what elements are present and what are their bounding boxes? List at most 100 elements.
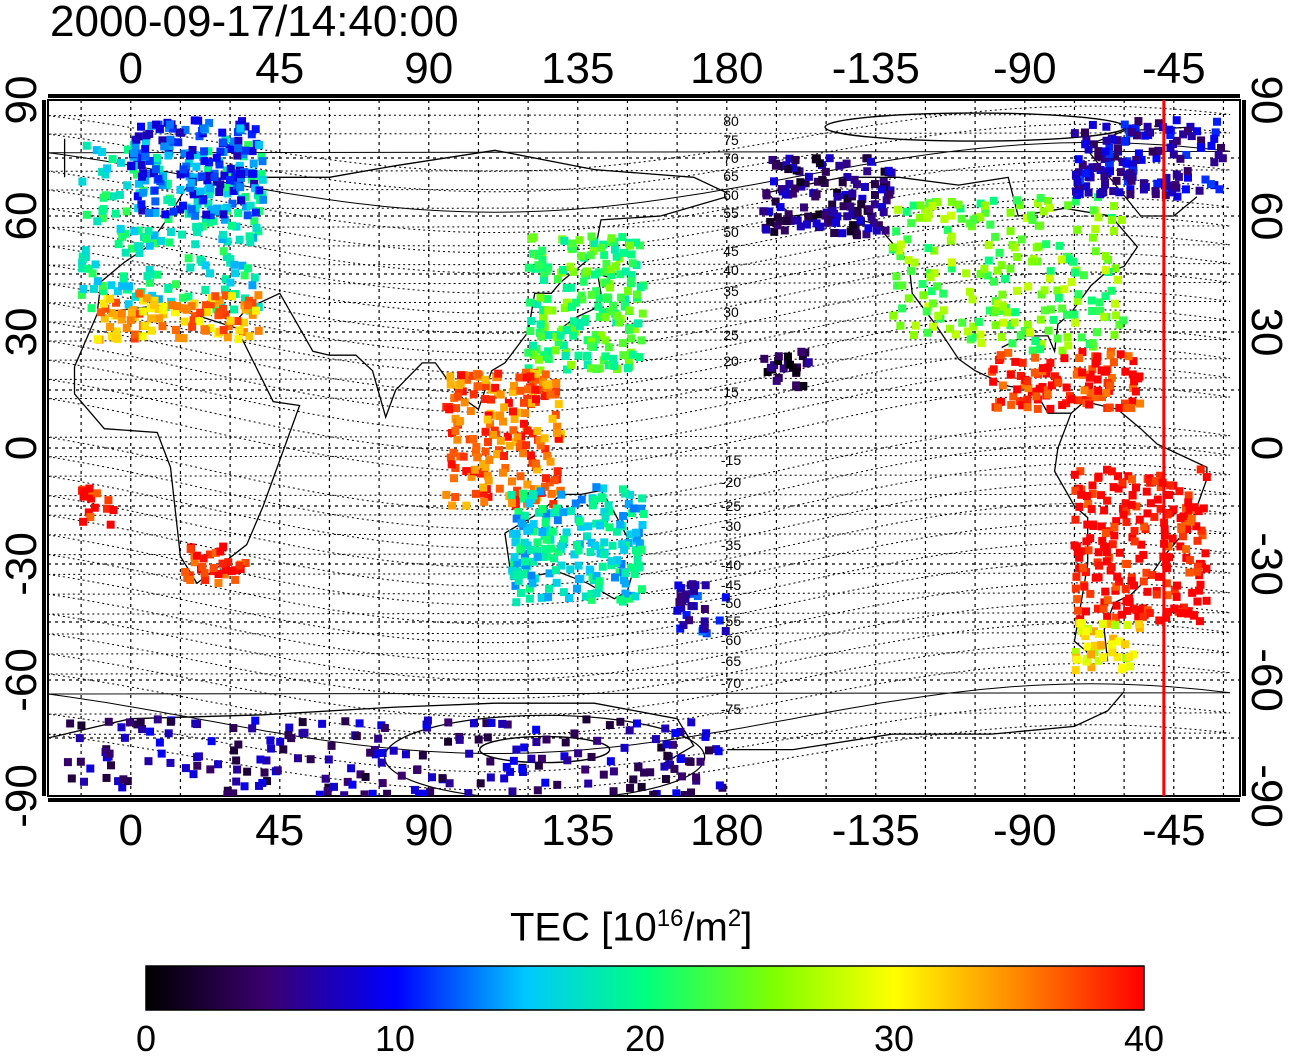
tec-point (1073, 177, 1082, 186)
tec-point (618, 540, 627, 549)
tec-point (997, 261, 1006, 270)
tec-point (848, 210, 857, 219)
tec-point (1085, 400, 1094, 409)
tec-point (892, 227, 901, 236)
tec-point (201, 285, 210, 294)
tec-point (863, 167, 872, 176)
tec-point (1172, 581, 1181, 590)
tec-point (254, 140, 263, 149)
tec-point (629, 504, 638, 513)
tec-point (199, 554, 208, 563)
tec-point (545, 569, 554, 578)
tec-point (1163, 607, 1172, 616)
tec-point (112, 327, 121, 336)
tec-point (1013, 385, 1022, 394)
tec-point (1139, 577, 1148, 586)
mlat-label-north: 25 (723, 327, 739, 343)
tec-point (221, 310, 230, 319)
tec-point (112, 311, 121, 320)
tec-point (893, 281, 902, 290)
tec-point (606, 265, 615, 274)
tec-point (574, 575, 583, 584)
tec-point (213, 204, 222, 213)
tec-point (1153, 179, 1162, 188)
tec-point (1070, 268, 1079, 277)
tec-point (581, 765, 590, 774)
tec-point (484, 438, 493, 447)
tec-point (651, 735, 660, 744)
tec-point (604, 343, 613, 352)
tec-point (1172, 592, 1181, 601)
tec-point (638, 309, 647, 318)
tec-point (1088, 164, 1097, 173)
tec-point (186, 263, 195, 272)
tec-point (371, 750, 380, 759)
tec-point (569, 267, 578, 276)
tec-point (187, 205, 196, 214)
tec-point (161, 210, 170, 219)
tec-point (540, 351, 549, 360)
tec-point (507, 477, 516, 486)
tec-point (534, 251, 543, 260)
tec-point (529, 485, 538, 494)
tec-point (553, 516, 562, 525)
colorbar-tick-0: 0 (135, 1018, 157, 1059)
tec-point (842, 159, 851, 168)
tec-point (592, 571, 601, 580)
tec-point (790, 184, 799, 193)
tec-point (1112, 176, 1121, 185)
tec-point (1188, 588, 1197, 597)
tec-point (1101, 587, 1110, 596)
tec-point (1088, 233, 1097, 242)
tec-point (663, 751, 672, 760)
coastline (73, 304, 301, 585)
tec-point (547, 544, 556, 553)
tec-point (121, 229, 130, 238)
tec-point (590, 239, 599, 248)
tec-point (200, 147, 209, 156)
lat-tick-left: -60 (0, 648, 46, 712)
tec-point (237, 196, 246, 205)
tec-point (696, 757, 705, 766)
tec-point (469, 390, 478, 399)
tec-point (983, 271, 992, 280)
tec-point (513, 433, 522, 442)
tec-point (596, 521, 605, 530)
tec-point (486, 420, 495, 429)
tec-point (180, 149, 189, 158)
tec-point (516, 439, 525, 448)
tec-point (207, 737, 216, 746)
tec-point (1162, 613, 1171, 622)
tec-point (1047, 381, 1056, 390)
tec-point (531, 459, 540, 468)
tec-point (551, 346, 560, 355)
tec-point (1094, 573, 1103, 582)
tec-point (343, 777, 352, 786)
tec-point (462, 467, 471, 476)
tec-point (451, 426, 460, 435)
tec-point (84, 264, 93, 273)
tec-point (113, 287, 122, 296)
tec-point (549, 500, 558, 509)
tec-point (246, 237, 255, 246)
mlat-label-north: 45 (723, 243, 739, 259)
tec-point (632, 719, 641, 728)
tec-point (1084, 165, 1093, 174)
tec-point (616, 717, 625, 726)
tec-point (1122, 404, 1131, 413)
tec-point (811, 192, 820, 201)
tec-point (558, 325, 567, 334)
tec-point (1111, 264, 1120, 273)
tec-point (532, 300, 541, 309)
tec-point (91, 260, 100, 269)
tec-point (544, 592, 553, 601)
tec-point (1000, 274, 1009, 283)
tec-point (1145, 474, 1154, 483)
mlat-contour (48, 683, 1231, 754)
tec-point (583, 532, 592, 541)
tec-point (1011, 357, 1020, 366)
tec-point (389, 746, 398, 755)
tec-point (1145, 609, 1154, 618)
tec-point (78, 255, 87, 264)
tec-point (522, 441, 531, 450)
